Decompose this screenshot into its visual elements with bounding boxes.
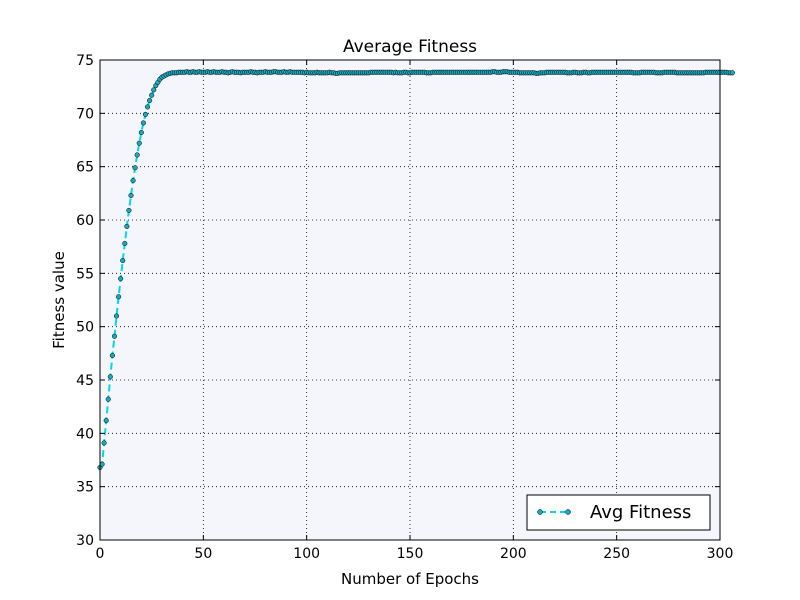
x-tick-label: 50 [194,546,212,562]
data-point [105,396,111,402]
data-point [126,207,132,213]
data-point [116,294,122,300]
data-point [132,165,138,171]
y-tick-label: 40 [76,426,94,442]
data-point [149,92,155,98]
data-point [120,257,126,264]
y-tick-label: 65 [76,160,94,176]
chart-title: Average Fitness [343,37,477,57]
data-point [138,129,144,136]
x-axis-label: Number of Epochs [341,570,479,588]
x-tick-label: 200 [500,546,527,562]
y-tick-label: 70 [76,106,94,122]
data-point [124,223,130,229]
series-layer [97,69,735,471]
data-point [101,440,107,446]
x-tick-label: 250 [603,546,630,562]
data-point [103,417,109,424]
y-tick-label: 30 [76,533,94,549]
y-axis-label: Fitness value [50,251,68,349]
legend-marker-sample [565,509,571,515]
legend: Avg Fitness [526,494,711,531]
y-tick-label: 60 [76,213,94,229]
legend-marker-sample [537,509,543,515]
data-point [113,313,120,319]
y-tick-label: 45 [76,373,94,389]
legend-label-avg-fitness: Avg Fitness [590,502,691,523]
data-point [122,240,128,247]
axis-ticks: 0 50 100 150 200 250 300 30 35 40 45 50 55 60 65 70 75 [76,53,733,562]
x-tick-label: 0 [96,546,105,562]
data-point [118,276,124,282]
data-point [107,374,113,380]
x-tick-label: 150 [397,546,424,562]
y-tick-label: 35 [76,480,94,496]
data-point [130,177,136,184]
data-point [134,152,140,158]
data-point [729,70,735,76]
y-tick-label: 75 [76,53,94,69]
x-tick-label: 100 [293,546,320,562]
data-point [128,192,134,199]
legend-box [526,494,711,531]
data-point [144,104,151,110]
data-point [136,140,142,146]
y-tick-label: 55 [76,266,94,282]
grid-lines [100,60,720,540]
data-point [140,120,146,126]
x-tick-label: 300 [707,546,734,562]
data-point [147,97,153,104]
data-point [142,111,149,117]
data-point [151,87,157,93]
data-point [109,352,115,359]
y-tick-label: 50 [76,320,94,336]
data-point [111,333,118,339]
